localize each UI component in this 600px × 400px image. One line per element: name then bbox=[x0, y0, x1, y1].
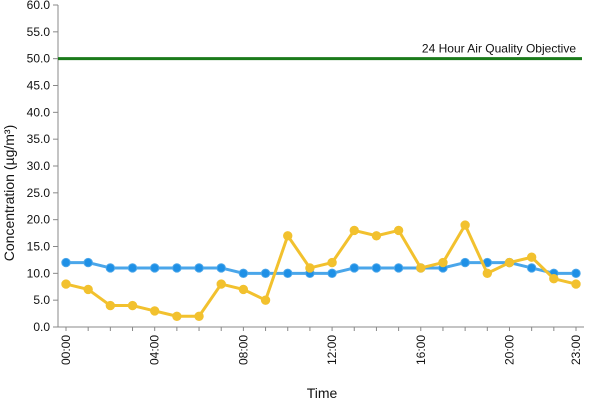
series-2-point bbox=[216, 279, 226, 289]
series-2-point bbox=[549, 274, 559, 284]
y-tick-label: 30.0 bbox=[27, 159, 51, 173]
series-1-point bbox=[216, 263, 226, 273]
series-2-point bbox=[571, 279, 581, 289]
reference-line-label: 24 Hour Air Quality Objective bbox=[422, 42, 576, 56]
series-1-point bbox=[571, 268, 581, 279]
series-2-point bbox=[371, 231, 382, 241]
series-2-point bbox=[61, 279, 71, 289]
series-2-line bbox=[65, 223, 577, 318]
axes bbox=[53, 4, 584, 331]
series-2-point bbox=[149, 306, 160, 316]
y-tick-label: 5.0 bbox=[33, 293, 50, 307]
series-2-point bbox=[305, 263, 315, 273]
series-1-point bbox=[327, 268, 337, 279]
series-1-point bbox=[149, 263, 160, 273]
y-axis-title: Concentration (µg/m³) bbox=[1, 125, 17, 261]
series-1 bbox=[61, 257, 581, 279]
series-1-point bbox=[83, 257, 93, 268]
series-1-point bbox=[127, 263, 138, 273]
y-tick-label: 40.0 bbox=[27, 105, 51, 119]
series-2-point bbox=[260, 295, 271, 305]
series-1-point bbox=[393, 263, 404, 273]
x-tick-label: 20:00 bbox=[502, 335, 516, 365]
series-2-point bbox=[172, 311, 182, 321]
x-tick-label: 08:00 bbox=[236, 335, 250, 365]
series-2-point bbox=[526, 252, 537, 262]
y-tick-label: 20.0 bbox=[27, 213, 51, 227]
series-2 bbox=[61, 220, 581, 321]
series-2-point bbox=[327, 257, 337, 268]
series-1-point bbox=[238, 268, 249, 279]
y-tick-label: 25.0 bbox=[27, 186, 51, 200]
y-tick-label: 35.0 bbox=[27, 132, 51, 146]
series-2-point bbox=[438, 257, 448, 268]
x-tick-label: 00:00 bbox=[59, 335, 73, 365]
series-1-point bbox=[460, 257, 470, 268]
series-2-point bbox=[504, 257, 515, 268]
series-1-point bbox=[194, 263, 204, 273]
series-2-point bbox=[83, 284, 93, 295]
series-2-point bbox=[349, 225, 359, 236]
reference-line-layer: 24 Hour Air Quality Objective bbox=[58, 42, 582, 61]
series-2-point bbox=[127, 300, 138, 311]
series-1-point bbox=[172, 263, 182, 273]
series-1-point bbox=[61, 257, 71, 268]
y-tick-label: 15.0 bbox=[27, 240, 51, 254]
series-2-point bbox=[460, 220, 470, 230]
y-tick-label: 55.0 bbox=[27, 25, 51, 39]
y-tick-label: 50.0 bbox=[27, 52, 51, 66]
series-1-point bbox=[283, 268, 293, 279]
series-layer bbox=[61, 220, 581, 321]
y-tick-label: 0.0 bbox=[33, 320, 50, 334]
y-tick-label: 60.0 bbox=[27, 0, 51, 12]
x-axis-title: Time bbox=[307, 385, 338, 400]
series-2-point bbox=[105, 300, 116, 311]
series-1-point bbox=[260, 268, 271, 279]
series-1-point bbox=[371, 263, 382, 273]
y-tick-label: 45.0 bbox=[27, 79, 51, 93]
series-2-point bbox=[283, 231, 293, 241]
series-1-point bbox=[105, 263, 116, 273]
series-1-point bbox=[526, 263, 537, 273]
series-2-point bbox=[194, 311, 204, 321]
series-2-point bbox=[238, 284, 249, 295]
x-tick-label: 12:00 bbox=[325, 335, 339, 365]
series-2-point bbox=[482, 268, 493, 279]
tick-layer: 0.0 5.0 10.0 15.0 20.0 25.0 30.0 35.0 40.0 45.0 50… bbox=[27, 0, 583, 365]
x-tick-label: 16:00 bbox=[414, 335, 428, 365]
x-tick-label: 04:00 bbox=[148, 335, 162, 365]
x-tick-label: 23:00 bbox=[569, 335, 583, 365]
series-2-point bbox=[393, 225, 404, 236]
series-2-point bbox=[416, 263, 426, 273]
y-tick-label: 10.0 bbox=[27, 266, 51, 280]
series-1-point bbox=[349, 263, 359, 273]
